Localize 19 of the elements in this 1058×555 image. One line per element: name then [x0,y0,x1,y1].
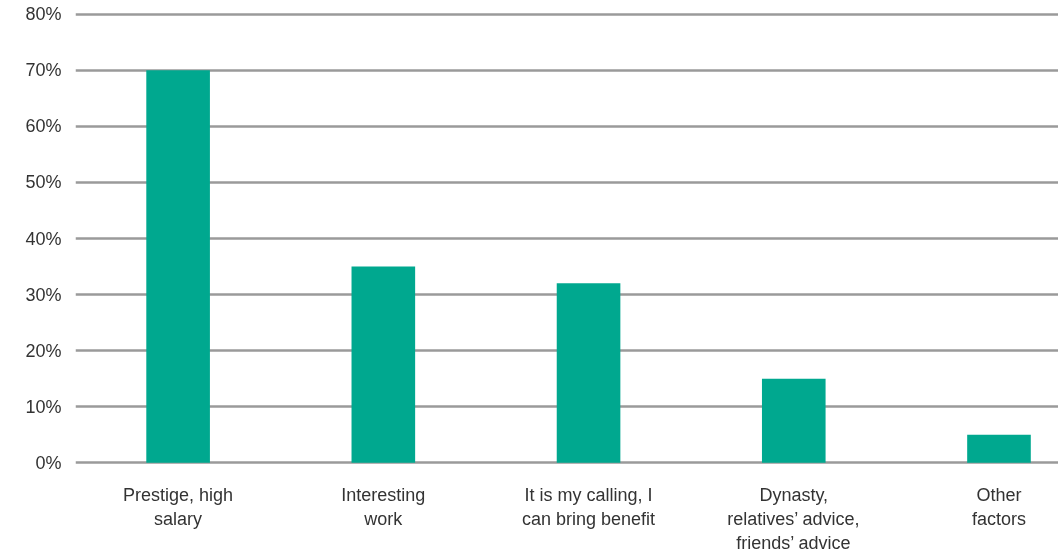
bar [556,283,621,463]
x-tick-label: Prestige, high salary [123,484,234,529]
y-tick-label: 30% [25,284,62,305]
bar [761,378,826,463]
bar [146,70,210,463]
bar [967,434,1031,463]
y-tick-label: 20% [25,340,62,361]
x-tick-label: Other factors [971,484,1027,529]
y-tick-label: 80% [25,4,62,25]
y-tick-label: 50% [25,172,62,193]
x-tick-label: It is my calling, I can bring benefit [522,484,656,529]
y-tick-label: 40% [25,228,62,249]
bar [351,266,416,463]
y-tick-label: 60% [25,116,62,137]
y-tick-label: 0% [35,452,62,473]
x-tick-label: Dynasty, relatives’ advice, friends’ advice [727,484,860,553]
y-tick-label: 10% [25,396,62,417]
x-tick-label: Interesting work [341,484,426,529]
y-tick-label: 70% [25,60,62,81]
